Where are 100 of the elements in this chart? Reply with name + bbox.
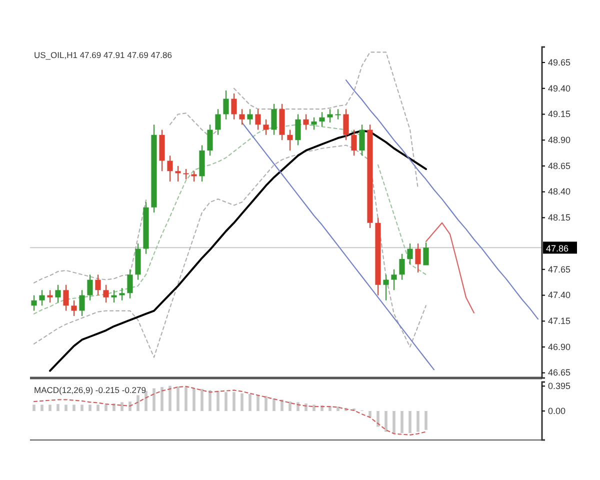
y-tick-label: 49.40 <box>548 83 571 94</box>
candlestick <box>391 269 397 290</box>
bar <box>160 387 164 411</box>
candlestick <box>263 119 269 135</box>
candlestick <box>423 242 429 266</box>
bar <box>200 388 204 411</box>
bar <box>136 395 140 411</box>
bar <box>80 404 84 411</box>
bar <box>232 392 236 411</box>
candlestick <box>415 244 421 272</box>
y-tick-label: 47.15 <box>548 316 571 326</box>
candlestick <box>95 274 101 296</box>
candlestick <box>359 124 365 156</box>
candlestick <box>335 109 341 120</box>
line-series <box>425 222 475 314</box>
bar <box>256 395 260 411</box>
bar <box>304 403 308 411</box>
y-tick-label: 46.90 <box>548 342 571 352</box>
candlestick <box>223 90 229 120</box>
candlestick <box>167 156 173 182</box>
candlestick <box>271 104 277 135</box>
candlestick <box>207 124 213 156</box>
candlestick <box>47 290 53 302</box>
bar <box>384 411 388 432</box>
bar <box>376 411 380 427</box>
candlestick <box>375 218 381 296</box>
ref-line-label: 47.86 <box>546 244 569 254</box>
bar <box>48 404 52 411</box>
candlestick <box>111 290 117 302</box>
bar <box>424 411 428 430</box>
y-tick-label: 48.90 <box>548 134 571 145</box>
candlestick <box>367 124 373 228</box>
candlestick <box>399 254 405 280</box>
candlestick <box>239 109 245 125</box>
y-tick-label: 46.65 <box>548 368 571 378</box>
candlestick <box>407 244 413 264</box>
candlestick <box>79 290 85 316</box>
candlestick <box>63 284 69 311</box>
bar <box>144 390 148 411</box>
bar <box>88 404 92 411</box>
bar <box>280 400 284 411</box>
bar <box>96 404 100 411</box>
candlestick <box>55 284 61 302</box>
bar <box>56 404 60 411</box>
bar <box>192 388 196 411</box>
bar <box>120 402 124 411</box>
line-series <box>49 130 427 372</box>
bar <box>104 404 108 411</box>
bar <box>288 402 292 411</box>
candlestick <box>159 130 165 172</box>
candlestick <box>351 130 357 156</box>
line-series <box>33 144 427 358</box>
bar <box>272 398 276 411</box>
candlestick <box>191 171 197 182</box>
bar <box>72 404 76 411</box>
candlestick <box>127 269 133 298</box>
candlestick <box>231 94 237 120</box>
bar <box>208 390 212 411</box>
line-series <box>345 80 539 320</box>
candlestick <box>327 109 333 123</box>
bar <box>408 411 412 434</box>
bar <box>216 390 220 411</box>
y-tick-label: 47.40 <box>548 290 571 300</box>
candlestick <box>31 295 37 311</box>
candlestick <box>215 109 221 135</box>
y-tick-label: 48.65 <box>548 160 571 171</box>
candlestick <box>279 104 285 140</box>
bar <box>336 406 340 411</box>
y-tick-label: 0.00 <box>548 406 566 416</box>
y-tick-label: 48.15 <box>548 212 571 223</box>
y-tick-label: 49.15 <box>548 109 571 120</box>
bar <box>312 404 316 411</box>
candlestick <box>87 274 93 300</box>
bar <box>264 396 268 411</box>
candlestick <box>319 112 325 127</box>
y-tick-label: 49.65 <box>548 57 571 68</box>
bar <box>416 411 420 432</box>
bar <box>184 387 188 411</box>
candlestick <box>311 117 317 130</box>
line-series <box>241 122 435 370</box>
bar <box>224 392 228 411</box>
y-tick-label: 47.65 <box>548 264 571 274</box>
y-tick-label: 48.40 <box>548 186 571 197</box>
candlestick <box>383 274 389 300</box>
bar <box>392 411 396 434</box>
line-series <box>33 386 427 436</box>
candlestick <box>247 109 253 125</box>
candlestick <box>175 166 181 182</box>
candlestick <box>71 300 77 316</box>
candlestick <box>135 244 141 280</box>
bar <box>240 393 244 411</box>
candlestick <box>295 114 301 146</box>
bar <box>64 404 68 411</box>
bar <box>168 386 172 411</box>
candlestick <box>199 145 205 182</box>
bar <box>400 411 404 434</box>
candlestick <box>343 109 349 140</box>
bar <box>248 394 252 411</box>
candlestick <box>303 114 309 130</box>
bar <box>176 386 180 411</box>
